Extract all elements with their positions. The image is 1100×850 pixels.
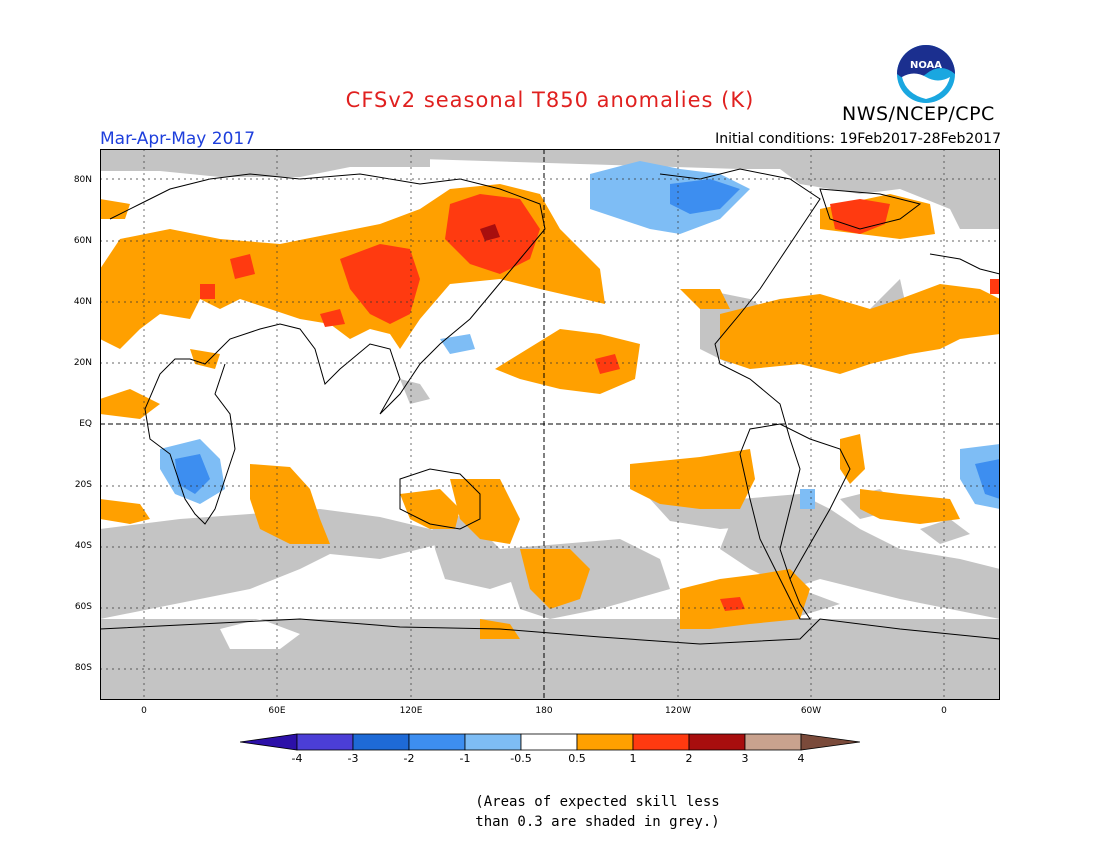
- lon-label-0: 0: [141, 706, 147, 716]
- colorbar-swatch-lt-4: [240, 733, 298, 751]
- colorbar-label-1: 1: [629, 752, 637, 765]
- skill-note-line-1: (Areas of expected skill less: [475, 794, 720, 810]
- lat-label-80s: 80S: [74, 663, 92, 673]
- agency-label: NWS/NCEP/CPC: [842, 103, 995, 125]
- lat-label-20n: 20N: [73, 358, 92, 368]
- graticule: [100, 149, 1000, 700]
- colorbar-label-neg3: -3: [347, 752, 359, 765]
- lat-label-60s: 60S: [74, 602, 92, 612]
- lat-label-80n: 80N: [73, 175, 92, 185]
- lat-label-40s: 40S: [74, 541, 92, 551]
- colorbar-swatch-1-2: [632, 733, 690, 751]
- colorbar-swatch-1-05: [464, 733, 522, 751]
- equator-dateline: [100, 149, 1000, 700]
- colorbar: [240, 733, 860, 751]
- lat-label-60n: 60N: [73, 236, 92, 246]
- skill-note-line-2: than 0.3 are shaded in grey.): [475, 814, 720, 830]
- colorbar-label-4: 4: [797, 752, 805, 765]
- lat-label-40n: 40N: [73, 297, 92, 307]
- colorbar-label-2: 2: [685, 752, 693, 765]
- lat-label-20s: 20S: [74, 480, 92, 490]
- noaa-logo-text: NOAA: [910, 60, 942, 71]
- lon-label-60w: 60W: [800, 706, 822, 716]
- colorbar-label-neg2: -2: [403, 752, 415, 765]
- lon-label-180: 180: [535, 706, 553, 716]
- colorbar-label-05: 0.5: [568, 752, 586, 765]
- colorbar-label-neg05: -0.5: [510, 752, 532, 765]
- colorbar-swatch-2-3: [688, 733, 746, 751]
- coastlines: [100, 168, 1000, 645]
- lon-label-120e: 120E: [399, 706, 423, 716]
- colorbar-swatch-neutral: [520, 733, 578, 751]
- colorbar-label-neg1: -1: [459, 752, 471, 765]
- blue-cold-anomalies: [175, 179, 1000, 499]
- skill-note: (Areas of expected skill less than 0.3 a…: [0, 792, 1100, 832]
- lon-label-0-east: 0: [941, 706, 947, 716]
- initial-conditions-label: Initial conditions: 19Feb2017-28Feb2017: [715, 131, 1001, 147]
- colorbar-swatch-3-2: [352, 733, 410, 751]
- colorbar-label-3: 3: [741, 752, 749, 765]
- colorbar-swatch-2-1: [408, 733, 466, 751]
- lon-label-120w: 120W: [664, 706, 692, 716]
- anomaly-map: [100, 149, 1000, 700]
- colorbar-swatch-gt-4: [800, 733, 860, 751]
- lat-label-eq: EQ: [79, 419, 92, 429]
- colorbar-swatch-3-4: [744, 733, 802, 751]
- darkred-warm-anomalies: [480, 224, 500, 241]
- noaa-logo: NOAA: [897, 45, 955, 103]
- colorbar-label-neg4: -4: [291, 752, 303, 765]
- lon-label-60e: 60E: [268, 706, 286, 716]
- chart-title: CFSv2 seasonal T850 anomalies (K): [345, 88, 755, 112]
- season-label: Mar-Apr-May 2017: [100, 129, 256, 149]
- colorbar-swatch-4-3: [296, 733, 354, 751]
- colorbar-swatch-05-1: [576, 733, 634, 751]
